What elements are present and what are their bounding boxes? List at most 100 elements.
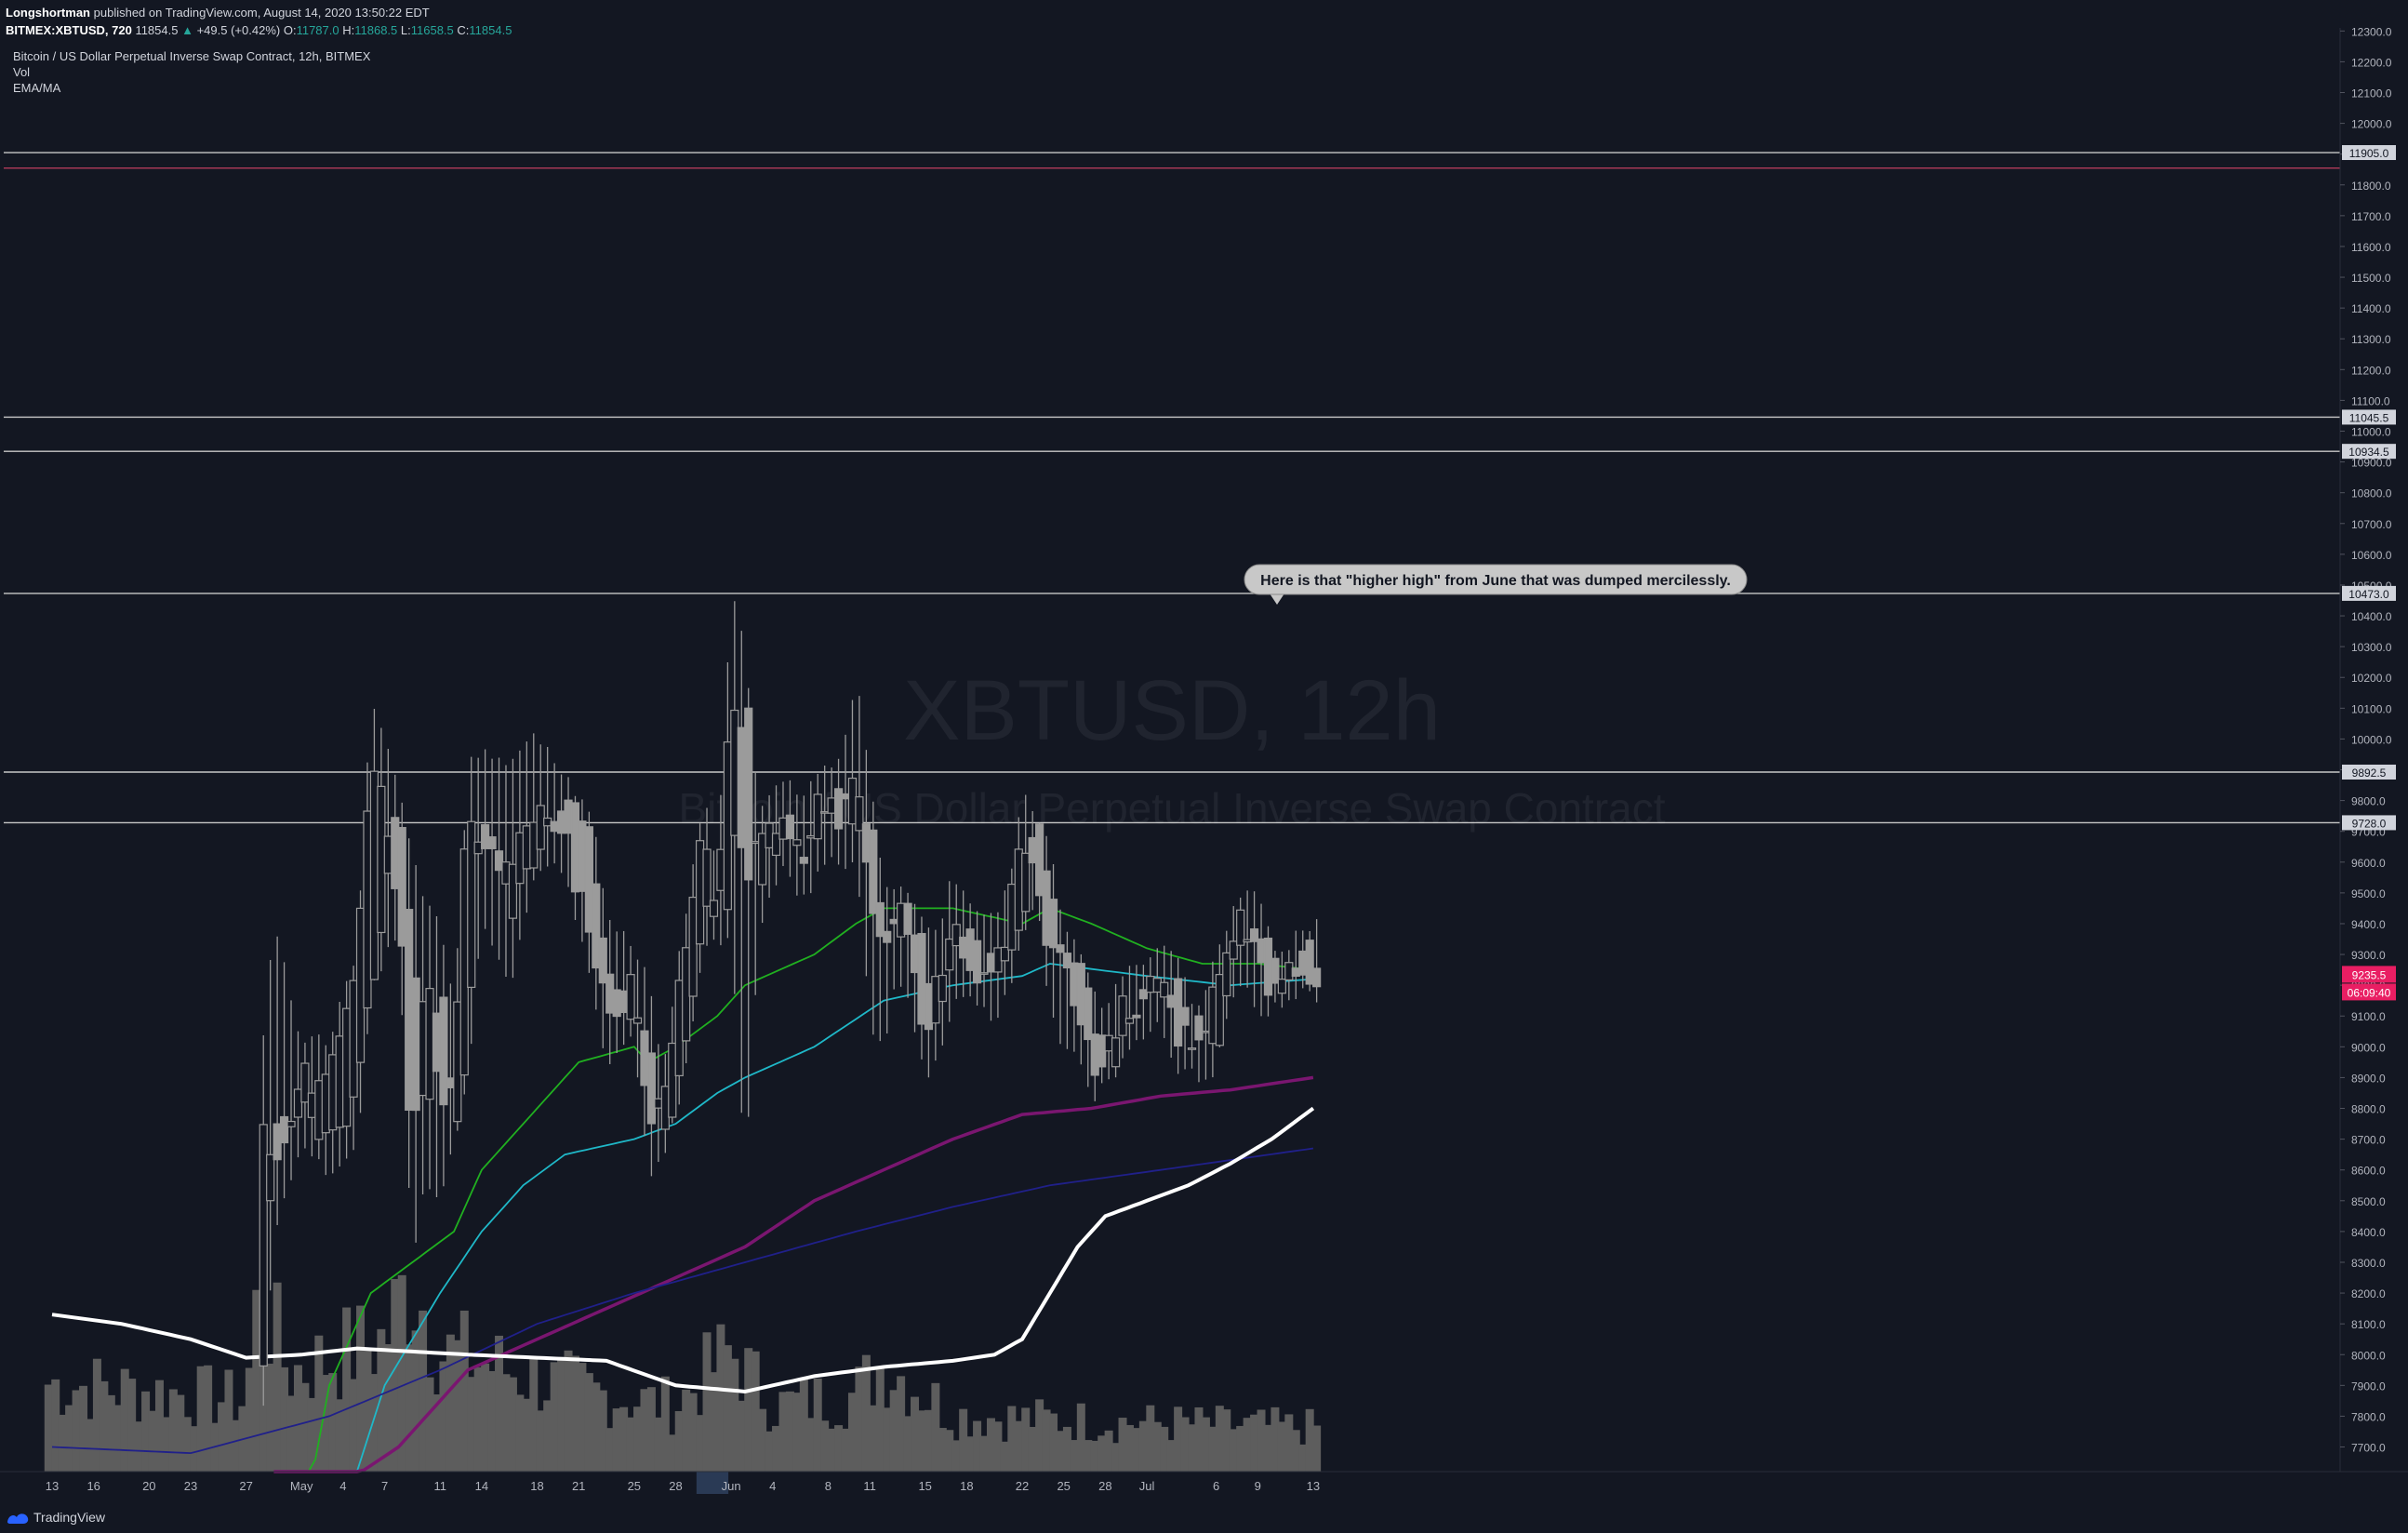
candle-body[interactable]	[522, 825, 531, 870]
candle-body[interactable]	[1021, 852, 1031, 913]
candle-body[interactable]	[293, 1088, 303, 1118]
candle-body[interactable]	[584, 826, 593, 933]
candle-body[interactable]	[897, 902, 906, 938]
candle-body[interactable]	[827, 797, 836, 814]
candle-body[interactable]	[439, 996, 448, 1106]
candle-body[interactable]	[1014, 848, 1023, 931]
candle-body[interactable]	[1138, 989, 1148, 1000]
candle-body[interactable]	[820, 811, 830, 814]
candle-body[interactable]	[682, 947, 691, 1042]
candle-body[interactable]	[536, 805, 545, 850]
candle-body[interactable]	[674, 980, 684, 1077]
candle-body[interactable]	[501, 861, 511, 885]
candle-body[interactable]	[841, 793, 850, 800]
candle-body[interactable]	[335, 1035, 344, 1128]
candle-body[interactable]	[349, 980, 358, 1098]
candle-body[interactable]	[369, 770, 379, 980]
candle-body[interactable]	[266, 1153, 275, 1202]
candle-body[interactable]	[806, 834, 816, 839]
candle-body[interactable]	[612, 989, 621, 1018]
candle-body[interactable]	[855, 796, 864, 832]
candle-body[interactable]	[1174, 978, 1183, 1047]
candle-body[interactable]	[1312, 967, 1322, 988]
candle-body[interactable]	[605, 973, 615, 1014]
candle-body[interactable]	[1152, 978, 1162, 993]
candle-body[interactable]	[702, 848, 712, 907]
candle-body[interactable]	[709, 900, 719, 917]
candle-body[interactable]	[626, 974, 635, 1020]
candle-body[interactable]	[391, 817, 400, 889]
candle-body[interactable]	[508, 863, 518, 919]
candle-body[interactable]	[979, 972, 989, 975]
candle-body[interactable]	[425, 988, 434, 1100]
candle-body[interactable]	[1124, 1018, 1135, 1024]
candle-body[interactable]	[668, 1042, 677, 1118]
candle-body[interactable]	[744, 707, 753, 881]
candle-body[interactable]	[993, 947, 1003, 973]
candle-body[interactable]	[965, 928, 975, 971]
candle-body[interactable]	[515, 832, 525, 885]
candle-body[interactable]	[418, 1001, 428, 1097]
candle-body[interactable]	[355, 907, 366, 1063]
candle-body[interactable]	[1104, 1034, 1113, 1052]
candle-body[interactable]	[363, 810, 372, 1009]
candle-body[interactable]	[792, 839, 802, 846]
candle-body[interactable]	[1090, 1033, 1099, 1076]
candle-body[interactable]	[945, 938, 954, 971]
candle-body[interactable]	[481, 824, 490, 849]
candle-body[interactable]	[564, 799, 573, 834]
candle-body[interactable]	[1098, 1034, 1107, 1068]
candle-body[interactable]	[494, 850, 504, 872]
candle-body[interactable]	[377, 785, 386, 934]
candle-body[interactable]	[556, 810, 566, 834]
candle-body[interactable]	[405, 909, 414, 1112]
candle-body[interactable]	[646, 1052, 657, 1125]
candle-body[interactable]	[273, 1123, 282, 1161]
candle-body[interactable]	[986, 953, 996, 973]
candle-body[interactable]	[1166, 994, 1176, 1008]
candle-body[interactable]	[397, 827, 406, 947]
legend-symbol-title[interactable]: Bitcoin / US Dollar Perpetual Inverse Sw…	[13, 49, 371, 63]
candle-body[interactable]	[1132, 1014, 1141, 1019]
candle-body[interactable]	[695, 840, 705, 945]
candle-body[interactable]	[446, 1077, 455, 1088]
candle-body[interactable]	[1118, 995, 1127, 1036]
candle-body[interactable]	[1305, 940, 1314, 985]
candle-body[interactable]	[570, 802, 580, 893]
candle-body[interactable]	[1180, 1006, 1190, 1026]
candle-body[interactable]	[847, 777, 858, 825]
legend-volume[interactable]: Vol	[13, 65, 31, 79]
candle-body[interactable]	[467, 820, 476, 989]
candle-body[interactable]	[869, 829, 878, 914]
candle-body[interactable]	[758, 833, 767, 886]
candle-body[interactable]	[951, 924, 961, 947]
candle-body[interactable]	[1243, 939, 1252, 943]
candle-body[interactable]	[307, 1092, 316, 1118]
moving-average-line[interactable]	[273, 1075, 1314, 1473]
candle-body[interactable]	[314, 1080, 324, 1140]
candle-body[interactable]	[1298, 950, 1308, 976]
symbol-interval[interactable]: BITMEX:XBTUSD, 720	[6, 23, 132, 37]
candle-body[interactable]	[1007, 883, 1017, 951]
candle-body[interactable]	[1249, 928, 1259, 942]
candle-body[interactable]	[632, 1017, 643, 1024]
candle-body[interactable]	[1236, 909, 1245, 946]
candle-body[interactable]	[931, 976, 940, 1024]
candle-body[interactable]	[813, 793, 822, 840]
candle-body[interactable]	[1146, 975, 1155, 993]
candle-body[interactable]	[861, 823, 871, 863]
candle-body[interactable]	[300, 1062, 310, 1103]
candle-body[interactable]	[660, 1086, 670, 1130]
candle-body[interactable]	[1284, 962, 1294, 981]
candle-body[interactable]	[1201, 1030, 1211, 1033]
footer-brand[interactable]: TradingView	[6, 1507, 105, 1527]
candle-body[interactable]	[592, 883, 601, 969]
candle-body[interactable]	[1084, 987, 1093, 1041]
candle-body[interactable]	[730, 709, 739, 836]
candle-body[interactable]	[883, 930, 892, 943]
candle-body[interactable]	[473, 841, 483, 855]
candle-body[interactable]	[342, 1007, 352, 1127]
author-name[interactable]: Longshortman	[6, 6, 90, 20]
legend-ema-ma[interactable]: EMA/MA	[13, 81, 61, 95]
